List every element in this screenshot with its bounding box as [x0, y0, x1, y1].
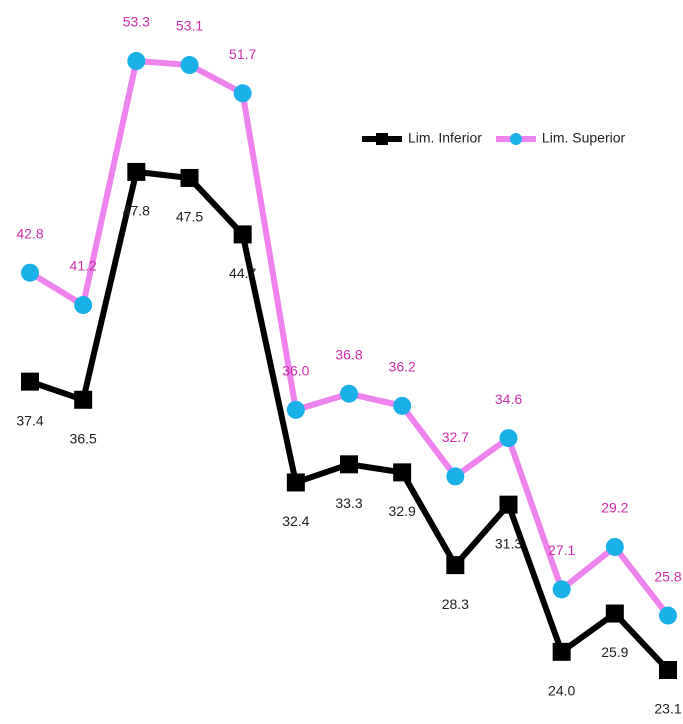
data-label: 28.3 — [442, 596, 469, 612]
legend-label: Lim. Inferior — [408, 130, 482, 146]
legend-label: Lim. Superior — [542, 130, 626, 146]
data-label: 32.7 — [442, 429, 469, 445]
series-line — [29, 168, 671, 673]
data-label: 24.0 — [548, 683, 575, 699]
marker — [659, 661, 677, 679]
marker — [659, 606, 677, 625]
data-label: 27.1 — [548, 542, 575, 558]
data-label: 33.3 — [335, 495, 362, 511]
data-label: 47.8 — [123, 203, 150, 219]
data-label: 25.8 — [654, 568, 681, 584]
legend-marker — [376, 133, 388, 145]
data-label: 37.4 — [16, 412, 43, 428]
data-label: 53.1 — [176, 18, 203, 34]
data-label: 41.2 — [70, 258, 97, 274]
data-label: 36.8 — [335, 346, 362, 362]
data-label: 51.7 — [229, 46, 256, 62]
marker — [74, 390, 93, 409]
data-label: 36.5 — [70, 430, 97, 446]
data-label: 53.3 — [123, 14, 150, 30]
data-label: 25.9 — [601, 644, 628, 660]
data-label: 34.6 — [495, 391, 522, 407]
marker — [446, 467, 465, 486]
marker — [499, 495, 518, 514]
marker — [552, 580, 571, 599]
marker — [605, 537, 624, 556]
marker — [605, 604, 624, 623]
marker — [552, 642, 571, 661]
data-label: 32.4 — [282, 513, 309, 529]
data-label: 36.2 — [389, 359, 416, 375]
marker — [233, 84, 252, 103]
marker — [180, 56, 199, 75]
legend-marker — [509, 133, 522, 145]
marker — [74, 296, 93, 315]
data-label: 32.9 — [389, 503, 416, 519]
data-label: 23.1 — [654, 701, 681, 717]
marker — [21, 372, 39, 391]
data-label: 29.2 — [601, 500, 628, 516]
marker — [127, 52, 146, 70]
marker — [127, 162, 146, 181]
marker — [21, 263, 39, 282]
marker — [499, 429, 518, 448]
data-label: 44.7 — [229, 265, 256, 281]
data-label: 31.3 — [495, 535, 522, 551]
marker — [446, 556, 465, 575]
marker — [233, 225, 252, 244]
marker — [340, 384, 358, 403]
marker — [286, 400, 305, 419]
data-label: 36.0 — [282, 363, 309, 379]
marker — [340, 455, 358, 474]
data-label: 47.5 — [176, 209, 203, 225]
marker — [393, 396, 412, 415]
data-label: 42.8 — [16, 225, 43, 241]
marker — [393, 463, 412, 482]
marker — [180, 168, 199, 187]
marker — [286, 473, 305, 492]
